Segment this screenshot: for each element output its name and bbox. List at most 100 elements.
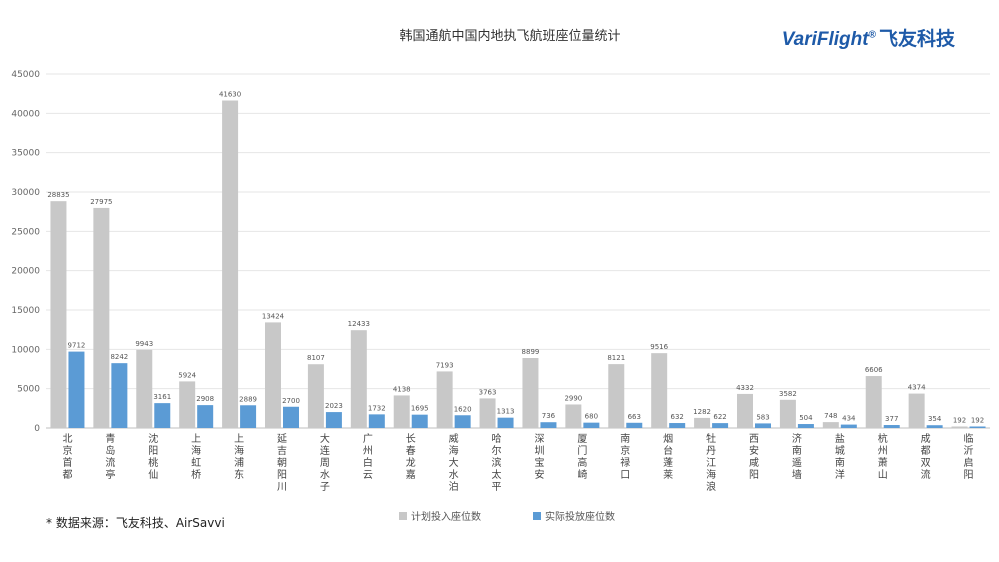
bar-planned (350, 330, 367, 428)
bar-actual (969, 426, 986, 428)
data-label: 27975 (90, 198, 112, 206)
bar-planned (307, 364, 324, 428)
data-label: 1313 (497, 408, 515, 416)
logo-reg-mark: ® (868, 29, 876, 41)
data-label: 6606 (865, 366, 883, 374)
data-label: 8107 (307, 354, 325, 362)
bar-actual (540, 422, 557, 428)
data-label: 504 (799, 414, 813, 422)
data-label: 8121 (607, 354, 625, 362)
data-label: 7193 (436, 361, 454, 369)
category-label: 济南遥墙 (792, 432, 802, 481)
bar-planned (222, 100, 239, 428)
logo-text-cn: 飞友科技 (878, 29, 955, 50)
bar-planned (136, 349, 153, 428)
category-label: 盐城南洋 (835, 432, 845, 481)
category-label: 广州白云 (363, 433, 373, 481)
legend-swatch (399, 512, 407, 520)
bar-actual (68, 351, 85, 428)
data-label: 28835 (47, 191, 69, 199)
data-label: 377 (885, 415, 898, 423)
bar-planned (522, 357, 539, 428)
category-label: 深圳宝安 (534, 433, 544, 481)
category-label: 南京禄口 (620, 432, 630, 481)
y-tick-label: 15000 (11, 306, 40, 316)
data-label: 2700 (282, 397, 300, 405)
y-tick-label: 40000 (11, 109, 40, 119)
bar-planned (908, 393, 925, 428)
data-label: 4332 (736, 384, 754, 392)
bar-actual (154, 403, 171, 428)
bar-planned (565, 404, 582, 428)
category-label: 威海大水泊 (449, 432, 459, 493)
data-label: 41630 (219, 91, 241, 99)
bar-actual (411, 414, 428, 428)
y-tick-label: 10000 (11, 345, 40, 355)
bar-planned (265, 322, 281, 428)
category-label: 西安咸阳 (749, 434, 759, 481)
category-label: 成都双流 (921, 433, 931, 481)
bar-actual (497, 417, 514, 428)
category-label: 烟台蓬莱 (663, 432, 673, 481)
legend: 计划投入座位数 实际投放座位数 (399, 510, 615, 523)
bar-actual (197, 405, 214, 428)
data-label: 434 (842, 415, 856, 423)
chart-title: 韩国通航中国内地执飞航班座位量统计 (399, 28, 620, 44)
data-label: 1282 (693, 408, 711, 416)
bar-planned (822, 422, 839, 428)
data-label: 5924 (178, 371, 196, 379)
category-label: 哈尔滨太平 (492, 432, 502, 493)
category-label: 厦门高崎 (577, 433, 587, 481)
y-tick-label: 25000 (11, 227, 40, 237)
data-label: 2023 (325, 402, 343, 410)
bar-planned (651, 353, 668, 428)
bar-actual (454, 415, 471, 428)
category-label: 上海浦东 (234, 433, 244, 481)
bar-actual (755, 423, 771, 428)
x-axis: 北京首都 青岛流亭 沈阳桃仙 上海虹桥 上海浦东 延吉朝阳川 大连周水子 广州白云 长春龙嘉 威海… (62, 432, 973, 493)
y-tick-label: 30000 (11, 188, 40, 198)
data-label: 3763 (479, 388, 497, 396)
data-label: 192 (953, 416, 966, 424)
data-label: 8899 (522, 348, 540, 356)
bar-actual (797, 424, 814, 428)
y-tick-label: 45000 (11, 70, 40, 80)
data-label: 1732 (368, 404, 386, 412)
bar-actual (669, 423, 686, 428)
legend-label: 计划投入座位数 (411, 510, 481, 523)
bar-planned (608, 364, 625, 428)
category-label: 沈阳桃仙 (148, 432, 158, 481)
bar-planned (779, 399, 796, 428)
y-axis: 0 5000 10000 15000 20000 25000 30000 35000 40000… (11, 70, 40, 434)
data-label: 192 (971, 416, 984, 424)
bars: 28835 9712 27975 8242 9943 3161 5924 2908 41630 2… (47, 91, 986, 428)
bar-actual (626, 422, 643, 428)
y-tick-label: 5000 (17, 385, 40, 395)
category-label: 延吉朝阳川 (277, 433, 287, 493)
data-label: 3582 (779, 390, 797, 398)
data-label: 2889 (239, 395, 257, 403)
source-note: * 数据来源：飞友科技、AirSavvi (46, 516, 225, 530)
bar-actual (368, 414, 385, 428)
data-label: 663 (628, 413, 641, 421)
data-label: 4138 (393, 385, 411, 393)
legend-swatch (533, 512, 541, 520)
grid (46, 73, 990, 429)
y-tick-label: 35000 (11, 149, 40, 159)
category-label: 杭州萧山 (878, 432, 888, 481)
data-label: 622 (713, 413, 726, 421)
data-label: 583 (756, 413, 769, 421)
bar-planned (393, 395, 410, 428)
data-label: 12433 (348, 320, 370, 328)
data-label: 748 (824, 412, 837, 420)
data-label: 13424 (262, 312, 285, 320)
data-label: 736 (542, 412, 556, 420)
data-label: 1620 (454, 405, 472, 413)
bar-planned (479, 398, 496, 428)
bar-planned (179, 381, 196, 428)
bar-actual (926, 425, 943, 428)
bar-actual (712, 423, 729, 428)
logo-text-en: VariFlight (781, 29, 869, 50)
data-label: 9712 (68, 342, 86, 350)
category-label: 牡丹江海浪 (706, 432, 716, 493)
